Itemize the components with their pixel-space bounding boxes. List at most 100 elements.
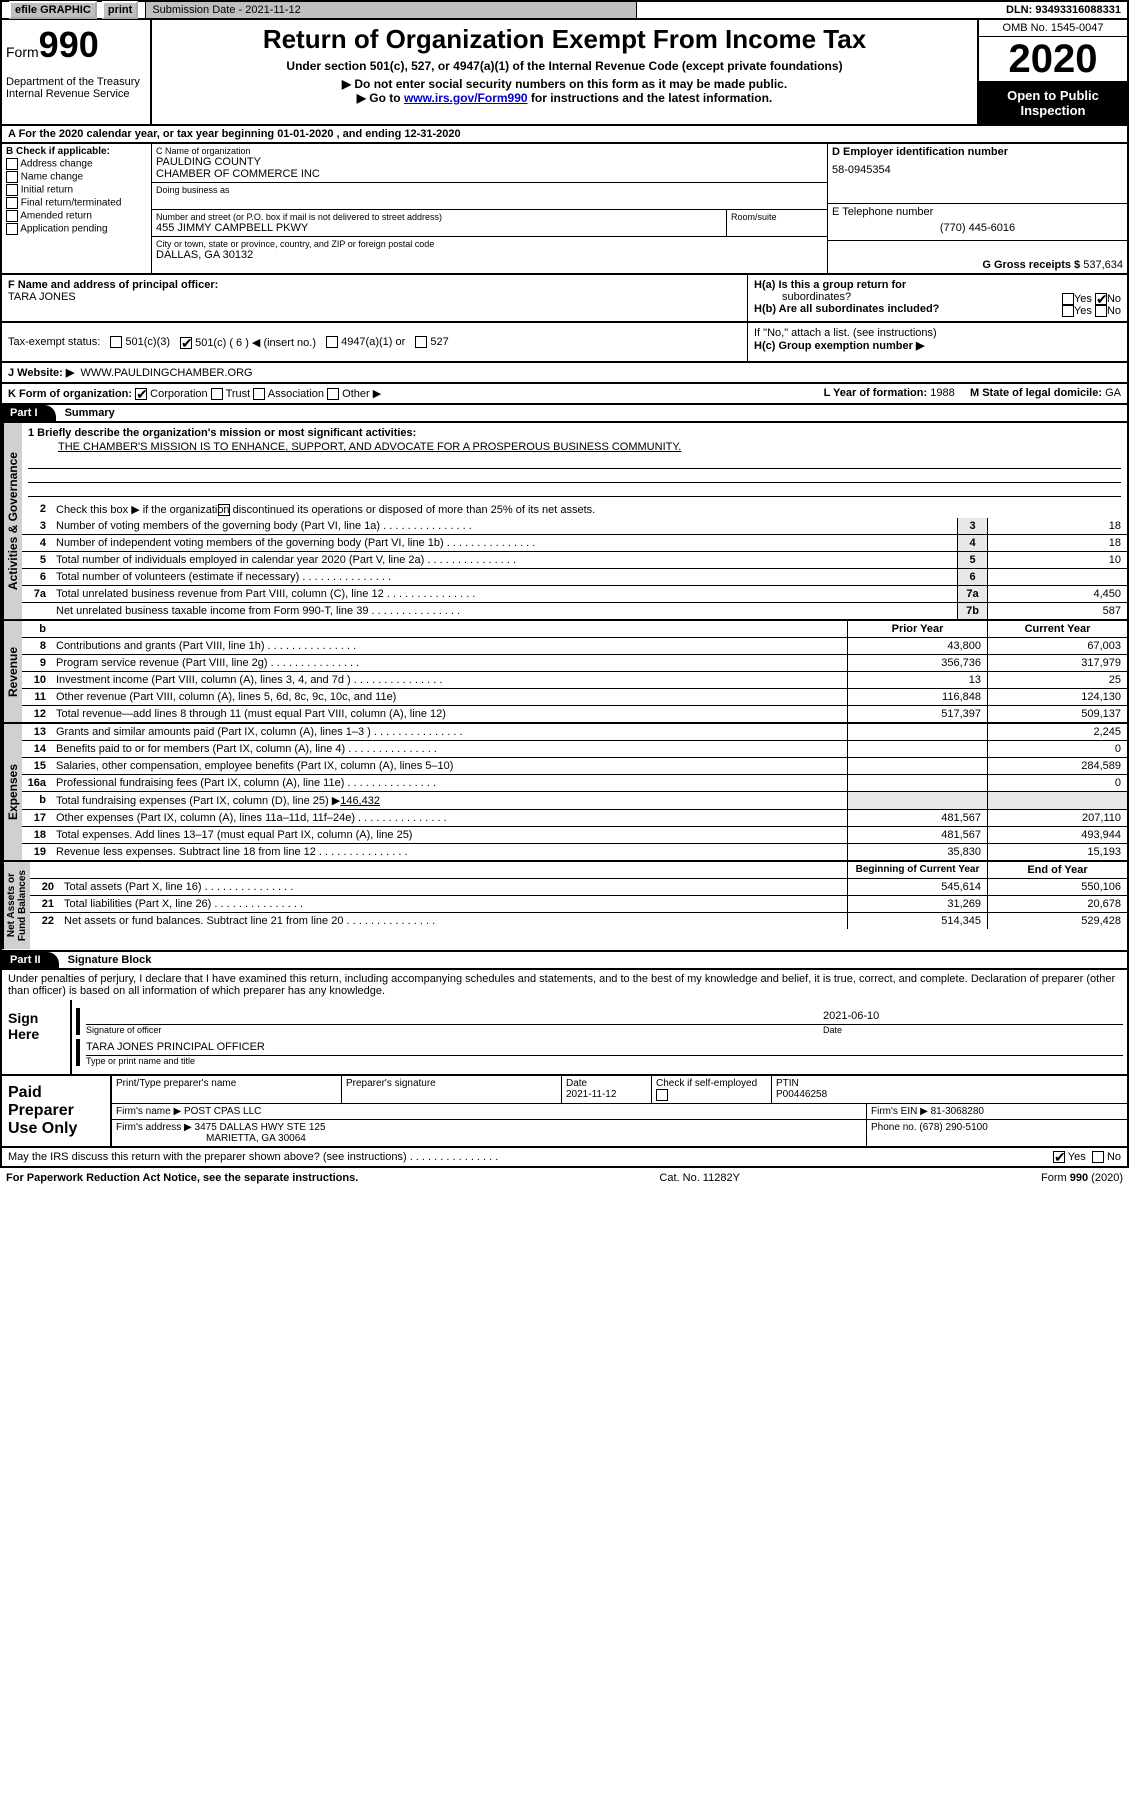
discuss-no[interactable] [1092, 1151, 1104, 1163]
officer-sig-name: TARA JONES PRINCIPAL OFFICER [86, 1041, 265, 1053]
chk-4947[interactable] [326, 336, 338, 348]
chk-final[interactable]: Final return/terminated [6, 197, 147, 209]
tel-label: E Telephone number [832, 206, 1123, 218]
pname-label: Print/Type preparer's name [116, 1078, 337, 1089]
p18: 481,567 [847, 827, 987, 843]
l17: Other expenses (Part IX, column (A), lin… [52, 810, 847, 826]
info-grid: B Check if applicable: Address change Na… [0, 144, 1129, 275]
p14 [847, 741, 987, 757]
year-box: OMB No. 1545-0047 2020 Open to Public In… [977, 20, 1127, 124]
chk-self-employed[interactable] [656, 1089, 668, 1101]
v3: 18 [987, 518, 1127, 534]
chk-corp[interactable] [135, 388, 147, 400]
l11: Other revenue (Part VIII, column (A), li… [52, 689, 847, 705]
pdate: 2021-11-12 [566, 1089, 647, 1100]
date-label: Date [823, 1025, 1123, 1035]
dba-cell: Doing business as [152, 183, 827, 210]
print-button[interactable]: print [102, 1, 138, 19]
c22: 529,428 [987, 913, 1127, 929]
footer: For Paperwork Reduction Act Notice, see … [0, 1168, 1129, 1188]
c16a: 0 [987, 775, 1127, 791]
v7b: 587 [987, 603, 1127, 619]
col-b-checkboxes: B Check if applicable: Address change Na… [2, 144, 152, 273]
city-state-zip: DALLAS, GA 30132 [156, 249, 823, 261]
firm-addr-label: Firm's address ▶ [116, 1122, 192, 1133]
sig-date: 2021-06-10 [823, 1010, 1123, 1022]
part2-header: Part II Signature Block [0, 952, 1129, 970]
l5: Total number of individuals employed in … [52, 552, 957, 568]
c21: 20,678 [987, 896, 1127, 912]
ha-yes-chk[interactable] [1062, 293, 1074, 305]
type-name-label: Type or print name and title [86, 1056, 1123, 1066]
vert-rev: Revenue [2, 621, 22, 722]
chk-name[interactable]: Name change [6, 171, 147, 183]
firm-ein: 81-3068280 [931, 1106, 984, 1117]
v6 [987, 569, 1127, 585]
firm-addr1: 3475 DALLAS HWY STE 125 [195, 1122, 326, 1133]
l10: Investment income (Part VIII, column (A)… [52, 672, 847, 688]
chk-501c[interactable] [180, 337, 192, 349]
l6: Total number of volunteers (estimate if … [52, 569, 957, 585]
ein-label: D Employer identification number [832, 146, 1008, 158]
tax-status-label: Tax-exempt status: [8, 336, 100, 348]
chk-application[interactable]: Application pending [6, 223, 147, 235]
org-name-cell: C Name of organization PAULDING COUNTY C… [152, 144, 827, 183]
hb-no-chk[interactable] [1095, 305, 1107, 317]
gross-cell: G Gross receipts $ 537,634 [828, 241, 1127, 273]
officer-name: TARA JONES [8, 291, 741, 303]
form-id-box: Form990 Department of the Treasury Inter… [2, 20, 152, 124]
l1-label: 1 Briefly describe the organization's mi… [28, 427, 416, 439]
hb-yes-chk[interactable] [1062, 305, 1074, 317]
ein-cell: D Employer identification number 58-0945… [828, 144, 1127, 204]
tax-year: 2020 [979, 37, 1127, 82]
p10: 13 [847, 672, 987, 688]
chk-527[interactable] [415, 336, 427, 348]
p17: 481,567 [847, 810, 987, 826]
chk-initial[interactable]: Initial return [6, 184, 147, 196]
chk-discontinued[interactable] [218, 504, 230, 516]
efile-button[interactable]: efile GRAPHIC [9, 1, 97, 19]
efile-cell: efile GRAPHIC print [2, 2, 146, 18]
street-address: 455 JIMMY CAMPBELL PKWY [156, 222, 722, 234]
l2-text: Check this box ▶ if the organization dis… [52, 501, 1127, 518]
chk-trust[interactable] [211, 388, 223, 400]
ein-value: 58-0945354 [832, 158, 1123, 182]
v7a: 4,450 [987, 586, 1127, 602]
c20: 550,106 [987, 879, 1127, 895]
ha-no-chk[interactable] [1095, 293, 1107, 305]
city-label: City or town, state or province, country… [156, 239, 823, 249]
c10: 25 [987, 672, 1127, 688]
hb-label: H(b) Are all subordinates included? [754, 303, 939, 315]
chk-address[interactable]: Address change [6, 158, 147, 170]
form-title: Return of Organization Exempt From Incom… [156, 24, 973, 55]
p13 [847, 724, 987, 740]
l20: Total assets (Part X, line 16) [60, 879, 847, 895]
c15: 284,589 [987, 758, 1127, 774]
section-f: F Name and address of principal officer:… [2, 275, 747, 321]
c13: 2,245 [987, 724, 1127, 740]
instr-post: for instructions and the latest informat… [528, 91, 773, 105]
hdr-current: Current Year [987, 621, 1127, 637]
revenue-section: Revenue bPrior YearCurrent Year 8Contrib… [0, 621, 1129, 724]
p16a [847, 775, 987, 791]
chk-assoc[interactable] [253, 388, 265, 400]
chk-amended[interactable]: Amended return [6, 210, 147, 222]
c8: 67,003 [987, 638, 1127, 654]
website-row: J Website: ▶ WWW.PAULDINGCHAMBER.ORG [0, 363, 1129, 384]
chk-other[interactable] [327, 388, 339, 400]
hb-note: If "No," attach a list. (see instruction… [754, 327, 1121, 339]
website-label: J Website: ▶ [8, 367, 74, 379]
v5: 10 [987, 552, 1127, 568]
chk-501c3[interactable] [110, 336, 122, 348]
form-title-box: Return of Organization Exempt From Incom… [152, 20, 977, 124]
form-number: 990 [39, 24, 99, 65]
c14: 0 [987, 741, 1127, 757]
ptin: P00446258 [776, 1089, 1123, 1100]
col-c-org-info: C Name of organization PAULDING COUNTY C… [152, 144, 827, 273]
l13: Grants and similar amounts paid (Part IX… [52, 724, 847, 740]
dba-label: Doing business as [156, 185, 823, 195]
sig-of-label: Signature of officer [86, 1025, 823, 1035]
discuss-yes[interactable] [1053, 1151, 1065, 1163]
address-row: Number and street (or P.O. box if mail i… [152, 210, 827, 237]
irs-link[interactable]: www.irs.gov/Form990 [404, 91, 528, 105]
